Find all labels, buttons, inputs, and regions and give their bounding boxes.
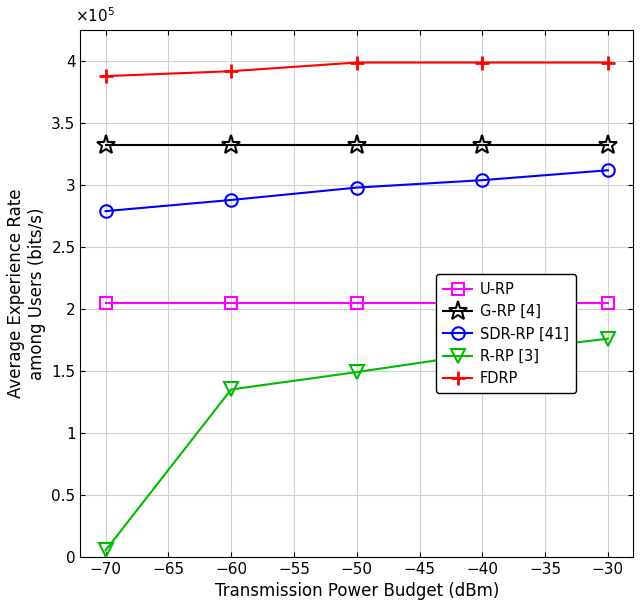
SDR-RP [41] [479,177,486,184]
R-RP [3] [353,368,360,376]
R-RP [3] [227,386,235,393]
Line: R-RP [3]: R-RP [3] [99,332,615,557]
Line: SDR-RP [41]: SDR-RP [41] [99,164,614,217]
G-RP [4] [227,142,235,149]
Y-axis label: Average Experience Rate
among Users (bits/s): Average Experience Rate among Users (bit… [7,189,45,398]
FDRP [102,72,109,80]
SDR-RP [41] [353,184,360,191]
U-RP [479,299,486,307]
FDRP [479,59,486,66]
FDRP [227,67,235,75]
Text: $\times 10^5$: $\times 10^5$ [75,6,115,25]
R-RP [3] [604,335,612,342]
SDR-RP [41] [604,166,612,174]
FDRP [353,59,360,66]
Legend: U-RP, G-RP [4], SDR-RP [41], R-RP [3], FDRP: U-RP, G-RP [4], SDR-RP [41], R-RP [3], F… [436,274,576,393]
U-RP [604,299,612,307]
U-RP [102,299,109,307]
X-axis label: Transmission Power Budget (dBm): Transmission Power Budget (dBm) [214,582,499,600]
G-RP [4] [479,142,486,149]
U-RP [227,299,235,307]
R-RP [3] [102,547,109,554]
Line: FDRP: FDRP [99,56,615,83]
SDR-RP [41] [227,196,235,203]
FDRP [604,59,612,66]
SDR-RP [41] [102,208,109,215]
Line: U-RP: U-RP [100,297,614,308]
Line: G-RP [4]: G-RP [4] [96,136,618,155]
G-RP [4] [102,142,109,149]
G-RP [4] [604,142,612,149]
R-RP [3] [479,350,486,357]
U-RP [353,299,360,307]
G-RP [4] [353,142,360,149]
